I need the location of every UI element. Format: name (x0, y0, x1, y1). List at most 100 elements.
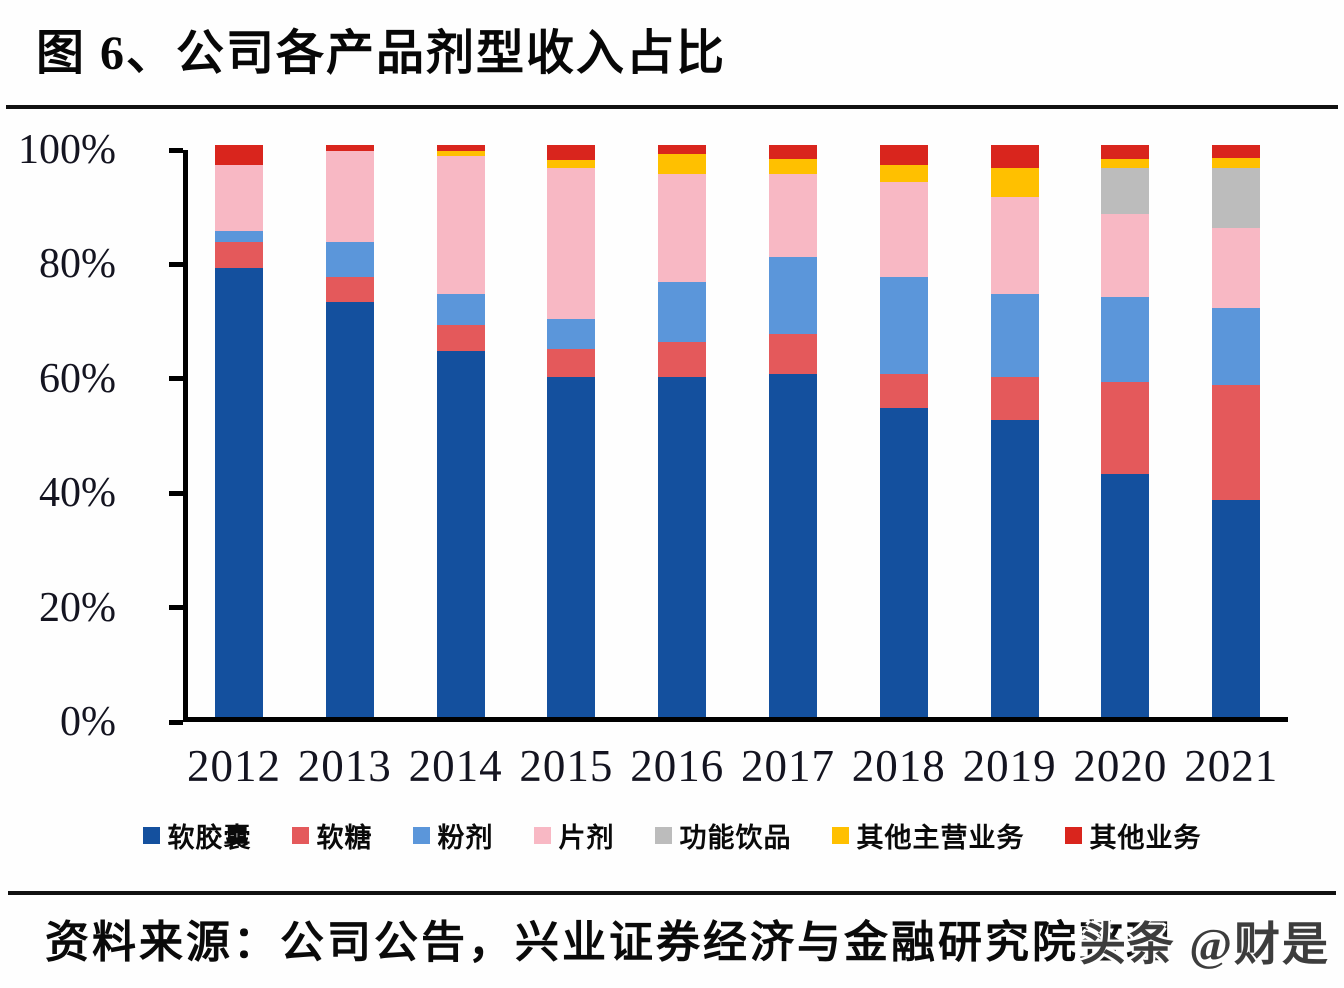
legend-item: 其他业务 (1064, 816, 1202, 855)
bar-segment-2016 (658, 173, 707, 283)
bar-segment-2013 (325, 150, 374, 243)
legend-label: 粉剂 (437, 823, 494, 853)
bar-segment-2017 (769, 256, 817, 334)
source-text: 资料来源：公司公告，兴业证券经济与金融研究院整理 (45, 918, 1173, 967)
bar-2019 (990, 145, 1039, 717)
x-axis-label: 2014 (408, 741, 503, 791)
y-axis-tick (169, 147, 183, 153)
bar-segment-2012 (215, 242, 263, 268)
x-axis-labels: 2012 2013 2014 2015 2016 2017 2018 2019 2020 2021 (183, 740, 1288, 796)
bar-segment-2019 (990, 419, 1039, 717)
bar-segment-2015 (547, 319, 596, 350)
legend-item: 软胶囊 (142, 816, 252, 855)
bar-segment-2020 (1101, 167, 1150, 214)
bar-segment-2021 (1212, 227, 1261, 309)
chart-legend: 软胶囊 软糖 粉剂 片剂 功能饮品 其他主营业务 其他业务 (0, 816, 1344, 855)
bar-segment-2021 (1212, 499, 1261, 717)
legend-item: 片剂 (533, 816, 615, 855)
bar-segment-2014 (436, 145, 485, 151)
bar-segment-2017 (769, 159, 817, 174)
bar-segment-2018 (879, 276, 928, 374)
source-divider-rule (8, 891, 1336, 895)
legend-swatch-icon (291, 827, 309, 844)
y-axis-label: 100% (18, 127, 116, 173)
bar-2014 (436, 145, 485, 717)
legend-swatch-icon (412, 827, 430, 844)
bar-segment-2021 (1212, 308, 1261, 386)
legend-label: 软糖 (316, 823, 373, 853)
y-axis-label: 80% (39, 241, 116, 288)
x-axis-label: 2016 (630, 741, 725, 791)
bar-segment-2021 (1212, 158, 1261, 168)
y-axis-tick (169, 719, 183, 725)
legend-label: 功能饮品 (679, 823, 792, 853)
bar-segment-2017 (769, 373, 817, 717)
y-axis-tick (169, 261, 183, 267)
bar-segment-2014 (436, 293, 485, 326)
bar-2021 (1212, 145, 1261, 717)
bar-segment-2017 (769, 145, 817, 160)
bar-segment-2021 (1212, 145, 1261, 159)
bar-segment-2016 (658, 342, 707, 377)
bar-segment-2021 (1212, 385, 1261, 500)
legend-swatch-icon (654, 827, 672, 844)
x-axis-label: 2012 (187, 741, 281, 791)
bar-2018 (879, 145, 928, 717)
bar-segment-2019 (990, 376, 1039, 420)
bar-segment-2016 (658, 376, 707, 717)
bar-segment-2015 (547, 376, 596, 717)
title-divider-rule (6, 105, 1338, 109)
bar-segment-2013 (325, 145, 374, 151)
y-axis-label: 20% (39, 584, 116, 631)
legend-label: 其他主营业务 (856, 823, 1025, 853)
bar-segment-2018 (879, 408, 928, 717)
bar-segment-2014 (436, 325, 485, 351)
bar-segment-2018 (879, 165, 928, 183)
bar-segment-2014 (436, 156, 485, 294)
x-axis-label: 2020 (1073, 741, 1168, 791)
bar-segment-2020 (1101, 159, 1150, 168)
bar-segment-2021 (1212, 167, 1261, 228)
legend-swatch-icon (533, 827, 551, 844)
bar-segment-2019 (990, 293, 1039, 377)
legend-label: 片剂 (558, 823, 615, 853)
legend-item: 软糖 (291, 816, 373, 855)
bar-segment-2014 (436, 150, 485, 157)
bar-segment-2019 (990, 196, 1039, 294)
bar-segment-2016 (658, 153, 707, 174)
bar-segment-2013 (325, 242, 374, 277)
legend-item: 粉剂 (412, 816, 494, 855)
bar-2013 (325, 145, 374, 717)
bar-segment-2015 (547, 145, 596, 161)
bar-segment-2020 (1101, 213, 1150, 297)
bar-segment-2018 (879, 373, 928, 409)
bar-segment-2015 (547, 349, 596, 377)
legend-swatch-icon (831, 827, 849, 844)
bar-segment-2017 (769, 173, 817, 257)
bar-segment-2013 (325, 302, 374, 717)
legend-item: 功能饮品 (654, 816, 792, 855)
watermark-text: 头条 @财是 (1079, 919, 1330, 970)
legend-item: 其他主营业务 (831, 816, 1025, 855)
bar-segment-2016 (658, 282, 707, 343)
bar-2017 (769, 145, 817, 717)
bar-segment-2017 (769, 333, 817, 374)
bar-segment-2012 (215, 230, 263, 243)
bar-segment-2020 (1101, 382, 1150, 474)
plot-area: 0% 20% 40% 60% 80% 100% (18, 127, 1288, 745)
y-axis-tick (169, 376, 183, 382)
bar-segment-2012 (215, 165, 263, 231)
legend-swatch-icon (1064, 827, 1082, 844)
bar-segment-2020 (1101, 296, 1150, 383)
bar-2012 (215, 145, 263, 717)
stacked-bar-chart: 0% 20% 40% 60% 80% 100% 2012 2013 2014 2015 2016 2… (0, 127, 1344, 870)
bar-segment-2020 (1101, 473, 1150, 717)
x-axis-label: 2018 (851, 741, 946, 791)
y-axis-tick (169, 605, 183, 611)
x-axis-label: 2021 (1184, 741, 1279, 791)
bar-segment-2016 (658, 145, 707, 154)
bar-segment-2012 (215, 267, 263, 717)
bar-2020 (1101, 145, 1150, 717)
x-axis-label: 2015 (519, 741, 614, 791)
chart-title: 图 6、公司各产品剂型收入占比 (36, 27, 727, 80)
